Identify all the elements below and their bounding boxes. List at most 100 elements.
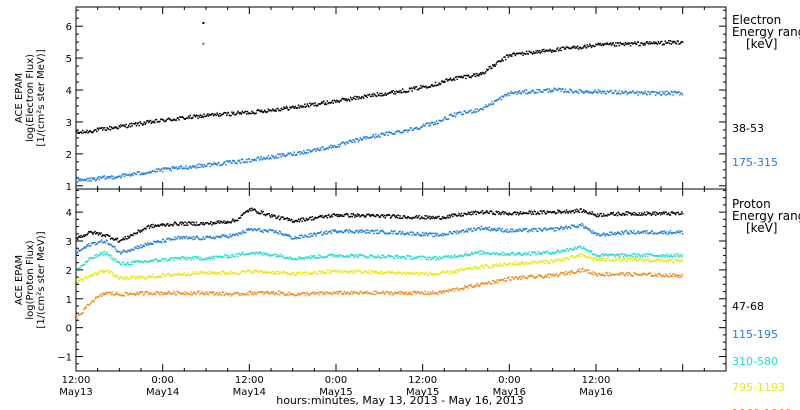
data-point [271, 229, 273, 232]
data-point [285, 217, 288, 220]
data-point [413, 273, 415, 275]
data-point [167, 259, 169, 261]
data-point [399, 293, 401, 295]
data-point [391, 133, 393, 135]
data-point [479, 212, 481, 214]
data-point [362, 214, 364, 217]
data-point [153, 240, 155, 243]
data-point [217, 114, 219, 116]
data-point [92, 257, 94, 260]
data-point [180, 221, 182, 224]
data-point [573, 91, 575, 94]
data-point [176, 224, 179, 226]
data-point [617, 42, 620, 44]
data-point [628, 254, 630, 257]
data-point [212, 221, 214, 224]
data-point [422, 85, 425, 87]
data-point [233, 292, 236, 294]
data-point [173, 238, 175, 241]
data-point [252, 111, 255, 114]
data-point [492, 279, 494, 282]
data-point [279, 291, 282, 293]
data-point [539, 251, 542, 254]
data-point [610, 260, 613, 263]
data-point [435, 217, 438, 219]
data-point [133, 293, 135, 296]
data-point [634, 41, 636, 44]
data-point [155, 225, 158, 228]
data-point [614, 89, 616, 92]
data-point [491, 282, 493, 285]
data-point [427, 234, 429, 237]
data-point [147, 225, 149, 227]
data-point [360, 97, 362, 100]
data-point [180, 223, 183, 226]
data-point [365, 137, 367, 140]
data-point [101, 177, 103, 179]
data-point [381, 254, 383, 257]
data-point [518, 214, 520, 216]
data-point [309, 236, 311, 238]
data-point [88, 258, 90, 260]
data-point [433, 84, 436, 87]
data-point [456, 269, 458, 271]
data-point [371, 229, 374, 232]
data-point [282, 233, 284, 235]
data-point [310, 292, 313, 294]
data-point [676, 253, 679, 255]
data-point [236, 233, 238, 235]
data-point [440, 119, 443, 122]
data-point [115, 291, 118, 294]
data-point [297, 237, 299, 239]
data-point [458, 269, 460, 271]
data-point [474, 251, 477, 254]
data-point [218, 271, 220, 274]
data-point [526, 52, 529, 55]
data-point [331, 145, 334, 147]
data-point [458, 289, 460, 291]
data-point [377, 292, 380, 294]
data-point [153, 276, 155, 279]
data-point [522, 275, 524, 277]
data-point [234, 162, 237, 164]
data-point [157, 120, 159, 123]
data-point [643, 254, 646, 257]
data-point [233, 113, 236, 116]
data-point [344, 230, 347, 233]
data-point [499, 213, 502, 216]
data-point [419, 255, 421, 258]
data-point [349, 215, 352, 218]
data-point [595, 232, 597, 234]
data-point [370, 293, 373, 295]
data-point [80, 278, 82, 280]
data-point [323, 149, 326, 151]
data-point [299, 153, 302, 156]
data-point [187, 115, 190, 118]
data-point [412, 290, 414, 293]
data-point [87, 132, 89, 134]
data-point [668, 214, 671, 216]
data-point [420, 272, 423, 274]
data-point [509, 213, 511, 216]
data-point [266, 157, 269, 160]
data-point [662, 261, 665, 263]
data-point [605, 43, 608, 45]
data-point [446, 290, 448, 292]
data-point [153, 226, 155, 229]
data-point [76, 318, 79, 321]
data-point [543, 210, 545, 212]
data-point [238, 160, 241, 163]
data-point [407, 254, 410, 257]
data-point [440, 234, 442, 236]
data-point [128, 292, 131, 295]
data-point [399, 91, 401, 94]
data-point [82, 235, 84, 238]
data-point [257, 108, 259, 111]
data-point [492, 212, 495, 215]
data-point [299, 257, 302, 260]
data-point [378, 292, 380, 295]
data-point [310, 232, 312, 235]
data-point [655, 233, 658, 235]
data-point [285, 105, 288, 108]
data-point [417, 216, 419, 218]
